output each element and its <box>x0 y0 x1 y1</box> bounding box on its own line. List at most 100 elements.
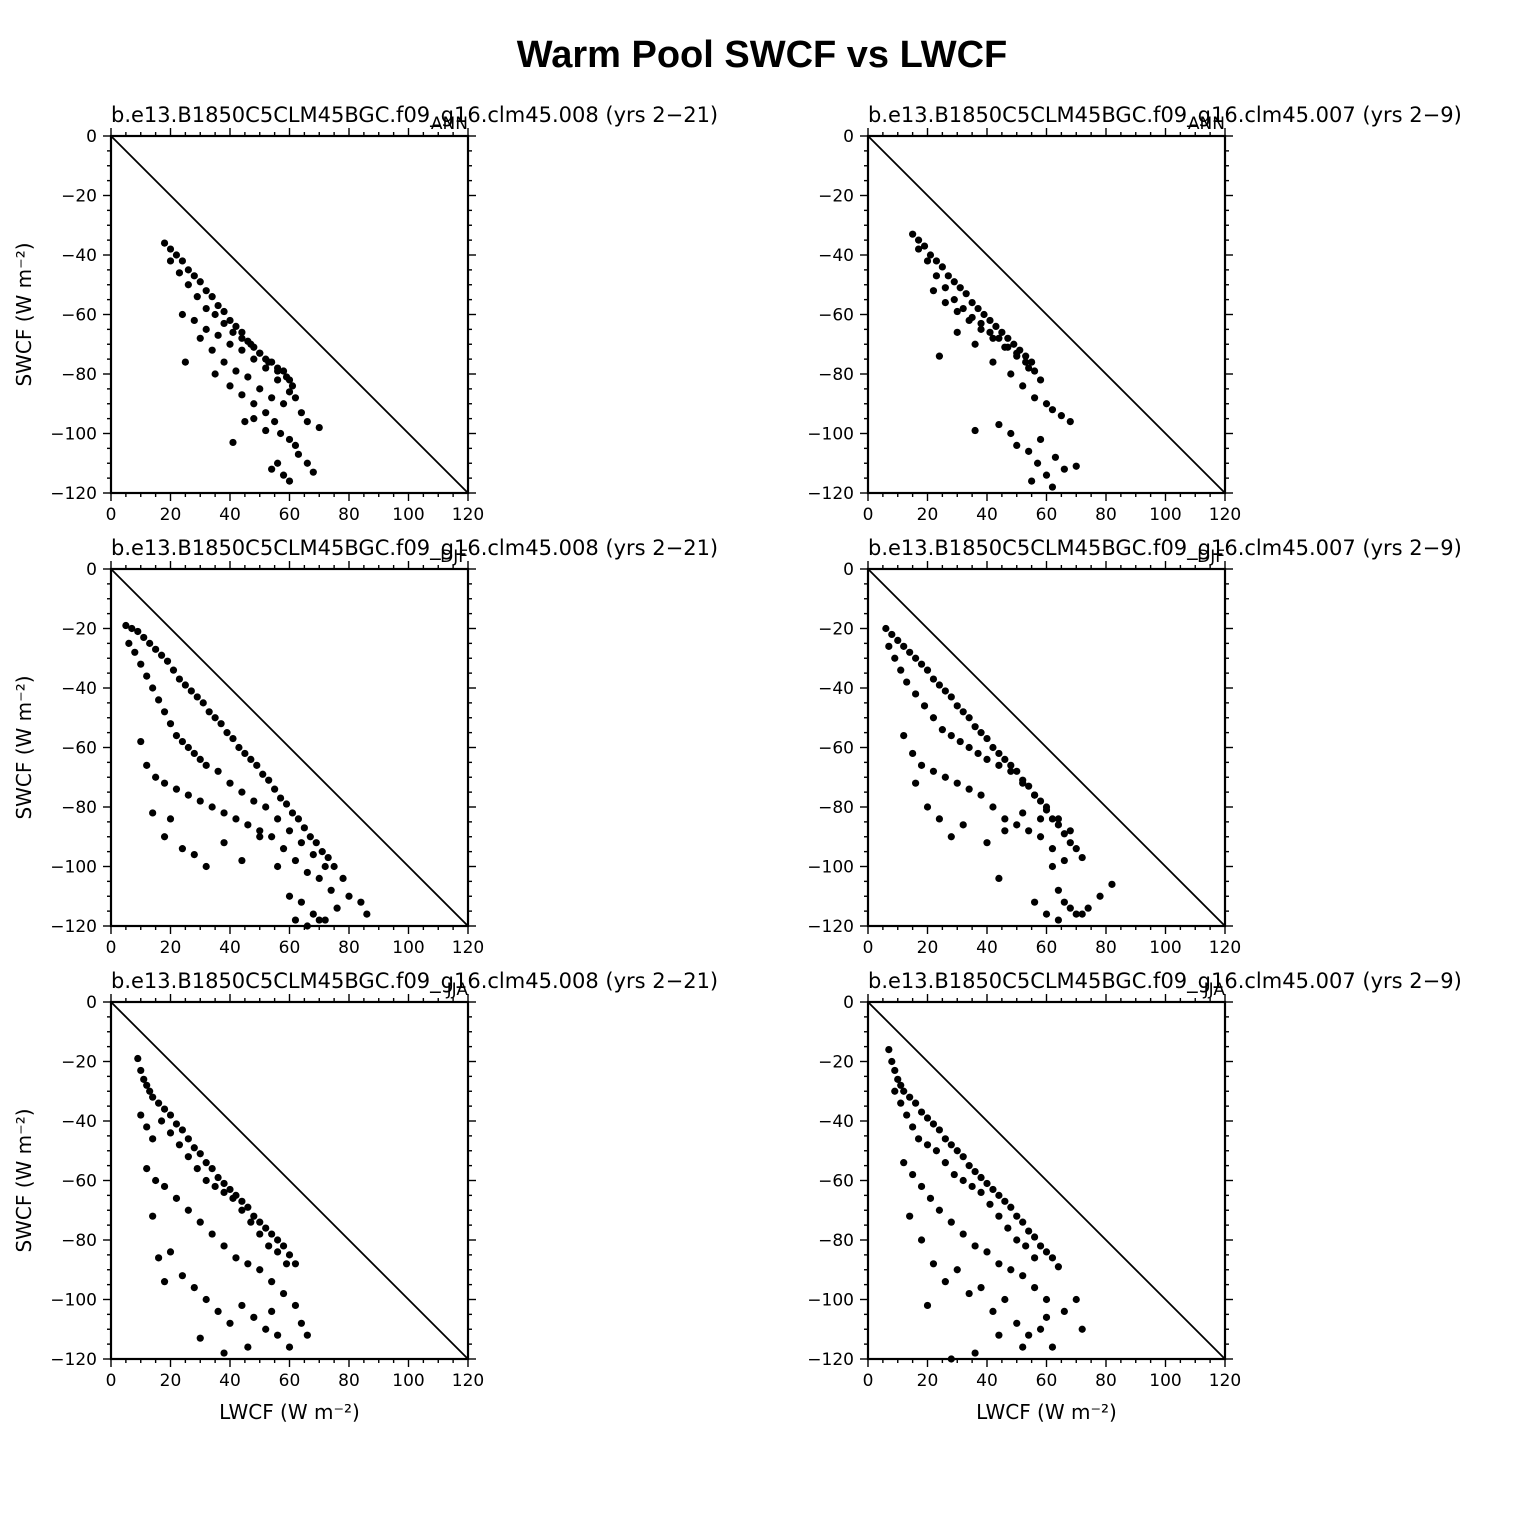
panel-6-point <box>995 1331 1003 1339</box>
panel-1-ytick-label: −100 <box>50 425 97 445</box>
panel-6-point <box>947 1355 955 1363</box>
panel-6-point <box>926 1194 935 1202</box>
panel-6-point <box>935 1126 944 1134</box>
panel-3-point <box>152 645 160 653</box>
panel-5-point <box>268 1307 276 1315</box>
panel-5-season-label: JJA <box>446 980 469 1000</box>
panel-3-ytick-label: −60 <box>61 739 97 759</box>
panel-5-point <box>160 1278 169 1286</box>
panel-3-point <box>285 892 294 900</box>
panel-6-point <box>941 1159 949 1167</box>
panel-3-point <box>134 627 142 636</box>
panel-3-point <box>196 797 204 805</box>
panel-1-point <box>285 477 294 485</box>
panel-6-point <box>897 1099 905 1107</box>
panel-3-point <box>172 785 181 793</box>
panel-4-point <box>894 636 902 645</box>
panel-4-point <box>1108 880 1116 888</box>
panel-3-ytick-label: −100 <box>50 858 97 878</box>
panel-4-point <box>1096 892 1104 900</box>
panel-3-point <box>279 845 288 853</box>
panel-1-point <box>175 269 184 277</box>
panel-4-point <box>1072 845 1080 853</box>
panel-3-point <box>184 743 192 752</box>
panel-3-point <box>196 755 204 764</box>
panel-1-point <box>184 281 192 289</box>
panel-2-point <box>968 299 976 307</box>
panel-1-point <box>250 415 258 423</box>
panel-3-point <box>143 761 151 769</box>
panel-3-point <box>268 833 276 841</box>
panel-2-title: b.e13.B1850C5CLM45BGC.f09_g16.clm45.007 … <box>868 103 1462 128</box>
panel-5-point <box>262 1325 270 1333</box>
panel-2-ytick-label: −40 <box>818 246 854 266</box>
panel-3-point <box>172 732 181 740</box>
panel-1-xtick-label: 0 <box>106 505 117 525</box>
panel-5-point <box>291 1260 300 1268</box>
panel-2-point <box>1025 447 1033 455</box>
panel-1-point <box>238 334 246 342</box>
panel-2-point <box>1022 358 1030 366</box>
panel-4-point <box>923 803 932 811</box>
panel-4-point <box>1031 791 1039 799</box>
panel-1-point <box>291 394 300 402</box>
panel-4-point <box>1060 898 1068 906</box>
panel-5-point <box>172 1194 181 1202</box>
panel-2-point <box>950 296 958 304</box>
panel-3-point <box>160 833 169 841</box>
panel-3-point <box>315 916 323 924</box>
panel-2-point <box>1042 471 1051 479</box>
panel-5-point <box>149 1212 157 1220</box>
panel-3: 0 20 40 60 80 100 120 0 −20 −40 −60 −80 −100 −120 b.e1… <box>12 536 718 958</box>
panel-1-point <box>250 400 258 408</box>
panel-3-point <box>294 815 303 823</box>
panel-4-point <box>1025 827 1033 835</box>
panel-2-xtick-label: 100 <box>1149 505 1181 525</box>
panel-2-point <box>941 299 949 307</box>
panel-1-point <box>288 382 297 390</box>
panel-3-point <box>274 815 282 823</box>
panel-4-point <box>1036 797 1045 805</box>
panel-6-xtick-label: 60 <box>1036 1371 1058 1391</box>
panel-3-point <box>163 657 172 665</box>
panel-2-point <box>977 319 985 328</box>
panel-4-point <box>995 761 1003 769</box>
panel-2-point <box>980 310 988 319</box>
panel-3-point <box>137 660 145 668</box>
panel-3-point <box>140 633 148 642</box>
panel-4-reference-line <box>867 568 1226 927</box>
panel-3-point <box>160 708 169 716</box>
panel-4-point <box>912 779 920 787</box>
panel-1-point <box>160 239 169 247</box>
panel-4-point <box>1019 779 1027 787</box>
panel-3-point <box>146 639 154 647</box>
panel-2-point <box>914 245 923 253</box>
panel-5-xtick-label: 0 <box>106 1371 117 1391</box>
panel-1-point <box>268 465 276 473</box>
panel-5-xtick-label: 20 <box>160 1371 182 1391</box>
panel-2-point <box>1048 406 1057 414</box>
panel-6-ytick-label: −60 <box>818 1172 854 1192</box>
panel-3-point <box>303 922 311 930</box>
panel-3-ytick-label: 0 <box>86 560 97 580</box>
panel-6-point <box>1031 1233 1039 1241</box>
panel-3-point <box>220 809 228 817</box>
panel-5-point <box>196 1218 204 1226</box>
panel-4-point <box>917 761 926 769</box>
panel-3-ylabel: SWCF (W m⁻²) <box>12 675 36 819</box>
panel-4-ytick-label: −60 <box>818 739 854 759</box>
panel-5-point <box>211 1182 219 1191</box>
panel-1-point <box>196 334 204 342</box>
panel-1-point <box>303 418 311 426</box>
panel-5-point <box>268 1230 276 1238</box>
panel-3-point <box>190 851 198 859</box>
panel-4-xtick-label: 20 <box>917 938 939 958</box>
panel-4-ytick-label: −80 <box>818 798 854 818</box>
panel-5-point <box>279 1289 288 1298</box>
panel-3-point <box>137 737 145 746</box>
panel-2-point <box>1013 441 1021 449</box>
panel-1-point <box>226 316 234 325</box>
panel-5-point <box>166 1129 175 1137</box>
panel-1-point <box>238 328 246 336</box>
panel-5-xlabel: LWCF (W m⁻²) <box>219 1400 360 1424</box>
